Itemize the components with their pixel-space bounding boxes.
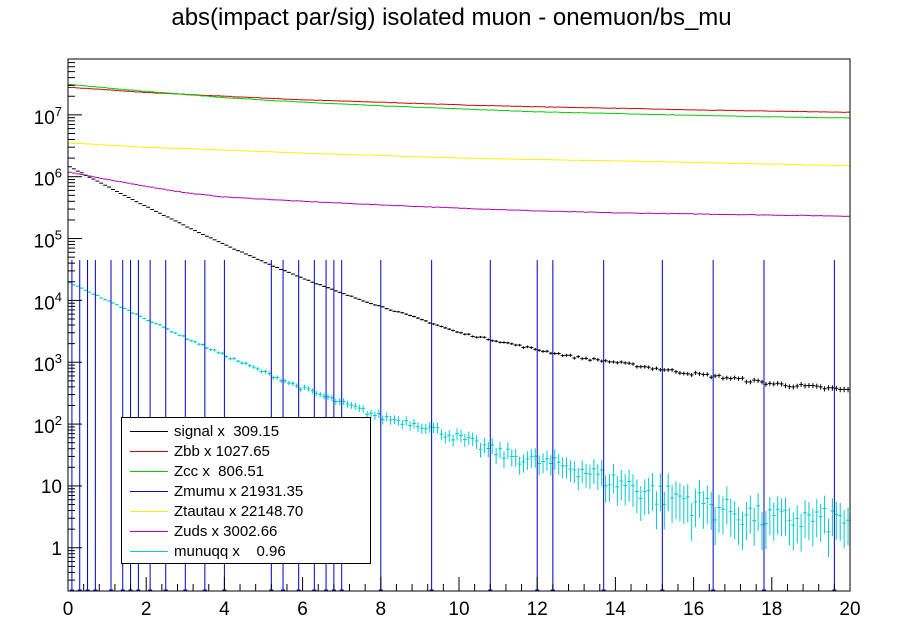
- legend-entry: Zcc x 806.51: [122, 462, 370, 482]
- legend: signal x 309.15 Zbb x 1027.65 Zcc x 806.51…: [121, 417, 371, 564]
- x-tick-label: 14: [605, 599, 627, 620]
- chart-title: abs(impact par/sig) isolated muon - onem…: [171, 4, 732, 31]
- legend-entry: munuqq x 0.96: [122, 542, 370, 562]
- axes-layer: 0 2 4 6 8 10 12 14 16 18 20 1 10 102 103 104 105 106 107: [34, 58, 861, 620]
- series-layer: [68, 84, 850, 591]
- legend-swatch: [130, 491, 168, 492]
- y-tick-label: 10: [41, 477, 62, 498]
- x-tick-label: 0: [63, 599, 74, 620]
- legend-label: Zuds x 3002.66: [174, 523, 278, 540]
- legend-label: Zcc x 806.51: [174, 463, 265, 480]
- y-tick-label: 107: [34, 104, 62, 129]
- legend-label: Zbb x 1027.65: [174, 443, 270, 460]
- x-tick-label: 20: [839, 599, 860, 620]
- legend-label: munuqq x 0.96: [174, 543, 286, 560]
- series-0: [68, 166, 850, 393]
- legend-entry: signal x 309.15: [122, 422, 370, 442]
- series-1: [68, 86, 850, 113]
- x-tick-label: 8: [376, 599, 387, 620]
- series-6: [68, 282, 850, 557]
- y-tick-label: 105: [34, 228, 62, 253]
- y-tick-label: 1: [51, 539, 62, 560]
- y-tick-label: 106: [34, 166, 62, 191]
- legend-swatch: [130, 471, 168, 472]
- series-4: [68, 142, 850, 167]
- x-tick-label: 2: [141, 599, 152, 620]
- y-tick-label: 102: [34, 413, 62, 438]
- x-tick-label: 6: [297, 599, 308, 620]
- y-tick-label: 104: [34, 289, 62, 314]
- legend-entry: Zuds x 3002.66: [122, 522, 370, 542]
- x-tick-label: 18: [761, 599, 782, 620]
- legend-entry: Ztautau x 22148.70: [122, 502, 370, 522]
- x-tick-label: 16: [683, 599, 704, 620]
- x-tick-label: 10: [448, 599, 469, 620]
- series-5: [68, 171, 850, 217]
- series-2: [68, 84, 850, 119]
- legend-swatch: [130, 551, 168, 552]
- legend-swatch: [130, 511, 168, 512]
- y-tick-label: 103: [34, 351, 62, 376]
- legend-entry: Zmumu x 21931.35: [122, 482, 370, 502]
- legend-swatch: [130, 531, 168, 532]
- legend-label: signal x 309.15: [174, 423, 280, 440]
- x-tick-label: 4: [219, 599, 230, 620]
- x-tick-label: 12: [527, 599, 548, 620]
- legend-swatch: [130, 431, 168, 432]
- legend-label: Zmumu x 21931.35: [174, 483, 304, 500]
- legend-label: Ztautau x 22148.70: [174, 503, 304, 520]
- legend-swatch: [130, 451, 168, 452]
- legend-entry: Zbb x 1027.65: [122, 442, 370, 462]
